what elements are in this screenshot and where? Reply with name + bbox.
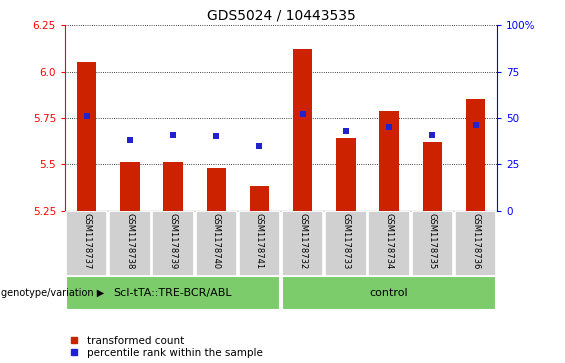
Text: GSM1178735: GSM1178735: [428, 213, 437, 269]
Bar: [293, 49, 312, 211]
Text: control: control: [370, 288, 408, 298]
Bar: [163, 162, 182, 211]
Text: GSM1178739: GSM1178739: [168, 213, 177, 269]
Bar: [250, 187, 269, 211]
Bar: [77, 62, 96, 211]
Bar: [455, 211, 496, 276]
Text: ScI-tTA::TRE-BCR/ABL: ScI-tTA::TRE-BCR/ABL: [114, 288, 232, 298]
Text: GSM1178737: GSM1178737: [82, 213, 91, 270]
Bar: [380, 111, 399, 211]
Bar: [423, 142, 442, 211]
Text: GSM1178732: GSM1178732: [298, 213, 307, 269]
Bar: [109, 211, 150, 276]
Bar: [336, 138, 355, 211]
Bar: [325, 211, 367, 276]
Bar: [412, 211, 453, 276]
Text: GSM1178736: GSM1178736: [471, 213, 480, 270]
Bar: [66, 211, 107, 276]
Bar: [66, 276, 280, 310]
Bar: [368, 211, 410, 276]
Bar: [282, 211, 323, 276]
Text: GSM1178741: GSM1178741: [255, 213, 264, 269]
Text: GSM1178740: GSM1178740: [212, 213, 221, 269]
Bar: [239, 211, 280, 276]
Bar: [120, 162, 140, 211]
Bar: [195, 211, 237, 276]
Text: genotype/variation ▶: genotype/variation ▶: [1, 288, 105, 298]
Bar: [466, 99, 485, 211]
Legend: transformed count, percentile rank within the sample: transformed count, percentile rank withi…: [70, 336, 263, 358]
Text: GSM1178733: GSM1178733: [341, 213, 350, 270]
Text: GSM1178738: GSM1178738: [125, 213, 134, 270]
Bar: [153, 211, 194, 276]
Bar: [207, 168, 226, 211]
Title: GDS5024 / 10443535: GDS5024 / 10443535: [207, 9, 355, 23]
Bar: [282, 276, 496, 310]
Text: GSM1178734: GSM1178734: [385, 213, 394, 269]
